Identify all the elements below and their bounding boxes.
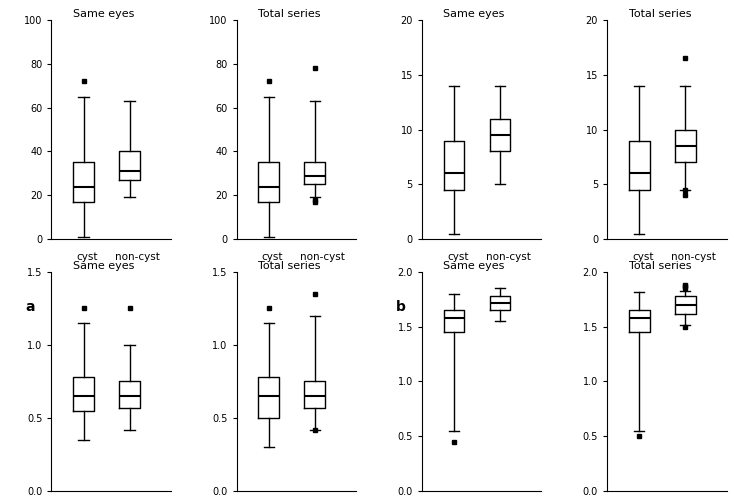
Text: cyst: cyst: [76, 252, 98, 262]
Text: Total series: Total series: [258, 9, 321, 19]
Text: b: b: [396, 301, 405, 315]
Text: N=30: N=30: [258, 274, 287, 284]
Text: Same eyes: Same eyes: [73, 9, 134, 19]
Text: N=30: N=30: [443, 274, 473, 284]
Text: Same eyes: Same eyes: [443, 261, 505, 271]
Text: cyst: cyst: [262, 252, 283, 262]
Text: N=30: N=30: [493, 274, 523, 284]
Text: N=43: N=43: [678, 274, 708, 284]
Text: Total series: Total series: [258, 261, 321, 271]
Text: non-cyst: non-cyst: [115, 252, 160, 262]
Text: Same eyes: Same eyes: [73, 261, 134, 271]
Text: N=43: N=43: [308, 274, 338, 284]
Text: N=30: N=30: [73, 274, 102, 284]
Text: cyst: cyst: [447, 252, 468, 262]
Text: Total series: Total series: [628, 9, 691, 19]
Text: a: a: [25, 301, 34, 315]
Text: non-cyst: non-cyst: [671, 252, 716, 262]
Text: Total series: Total series: [628, 261, 691, 271]
Text: Same eyes: Same eyes: [443, 9, 505, 19]
Text: N=30: N=30: [123, 274, 152, 284]
Text: cyst: cyst: [632, 252, 654, 262]
Text: non-cyst: non-cyst: [300, 252, 345, 262]
Text: non-cyst: non-cyst: [485, 252, 531, 262]
Text: N=30: N=30: [628, 274, 658, 284]
